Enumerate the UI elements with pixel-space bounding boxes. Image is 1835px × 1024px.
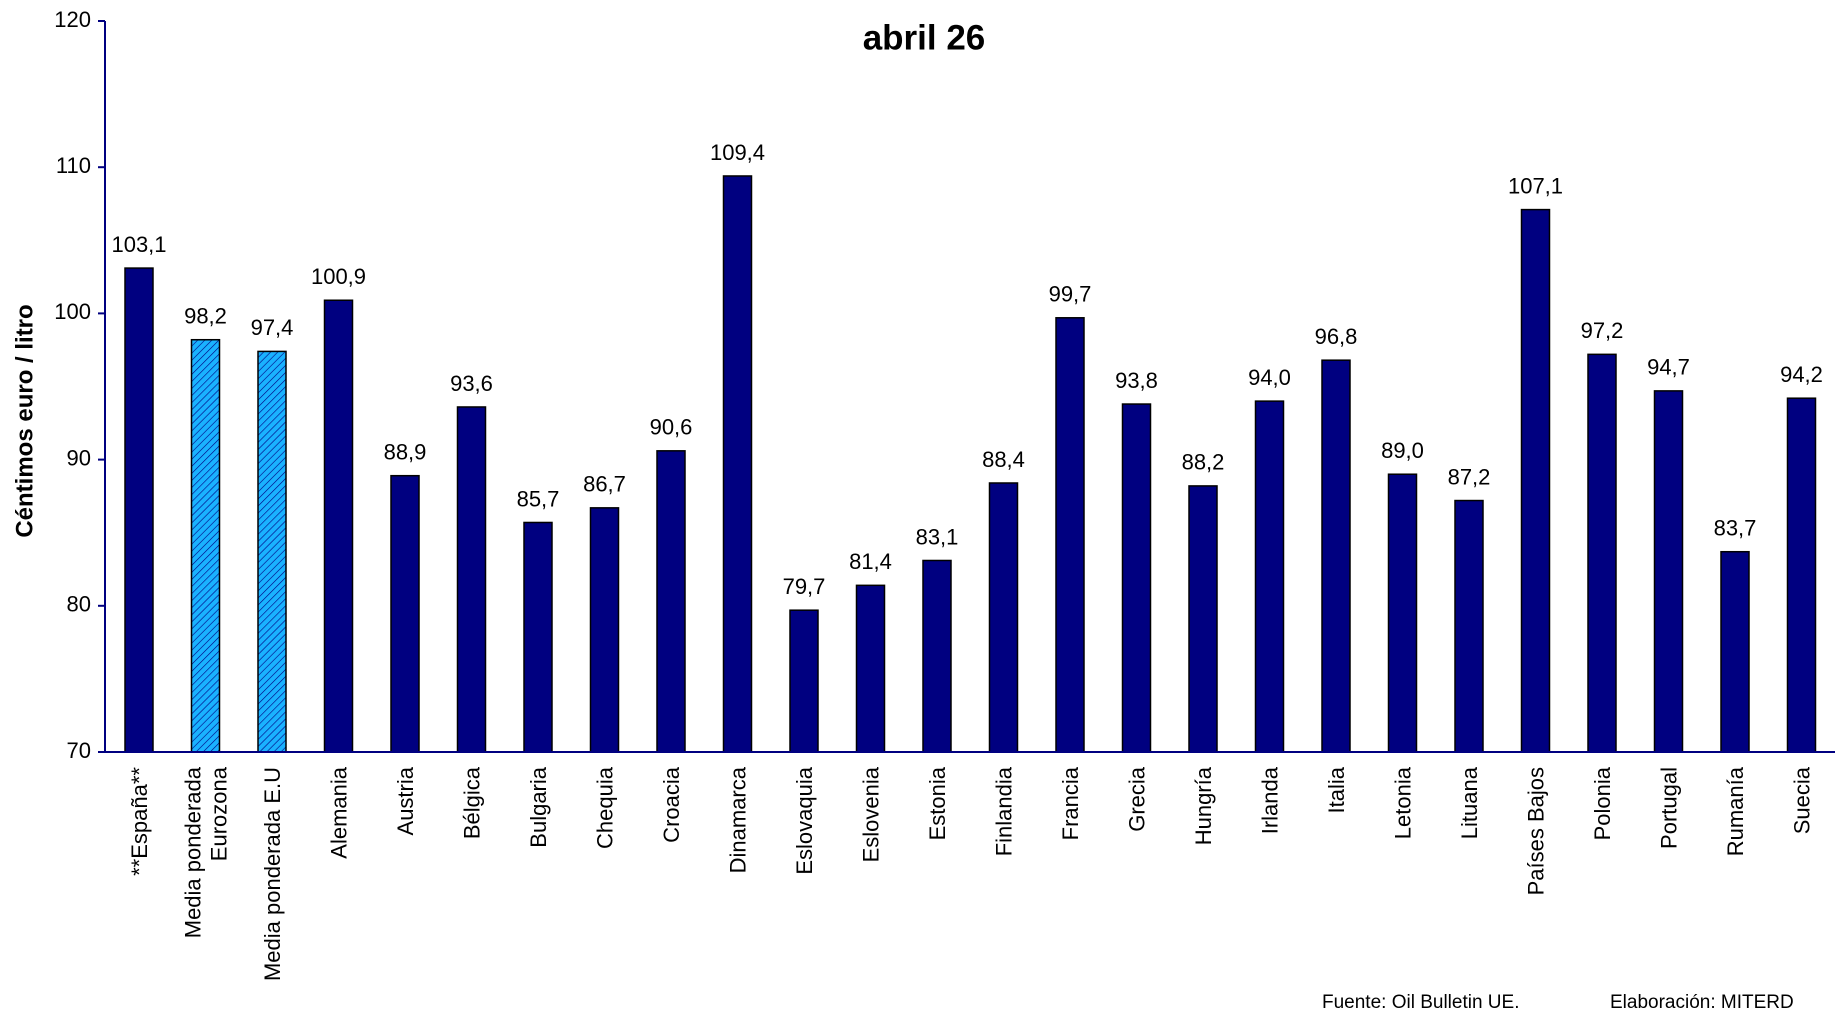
data-label: 93,6 xyxy=(450,371,493,396)
bar xyxy=(190,338,221,753)
data-label: 86,7 xyxy=(583,472,626,497)
x-tick-label: Francia xyxy=(1058,766,1083,840)
data-label: 93,8 xyxy=(1115,368,1158,393)
y-tick-label: 80 xyxy=(67,592,91,617)
x-tick-label: Austria xyxy=(393,766,418,835)
bar xyxy=(789,609,819,753)
x-tick-label: Eslovenia xyxy=(859,766,884,862)
x-tick-label: Hungría xyxy=(1191,766,1216,845)
data-label: 94,0 xyxy=(1248,365,1291,390)
x-tick-label: Finlandia xyxy=(992,766,1017,856)
bar xyxy=(1587,353,1617,753)
x-tick-label: Eslovaquia xyxy=(792,766,817,874)
data-label: 97,4 xyxy=(251,315,294,340)
source: Fuente: Oil Bulletin UE. xyxy=(1322,992,1519,1013)
y-tick-label: 90 xyxy=(67,445,91,470)
x-tick-label: Alemania xyxy=(327,766,352,858)
bar xyxy=(656,450,686,753)
bar xyxy=(1387,473,1418,753)
x-tick-label: Países Bajos xyxy=(1524,767,1549,895)
x-tick-label: Media ponderadaEurozona xyxy=(181,766,232,938)
data-label: 88,2 xyxy=(1182,450,1225,475)
bar xyxy=(323,299,354,753)
data-label: 96,8 xyxy=(1315,324,1358,349)
x-tick-label: Letonia xyxy=(1391,766,1416,839)
x-tick-label: Estonia xyxy=(925,766,950,840)
y-tick-label: 120 xyxy=(54,7,91,32)
bar xyxy=(1254,400,1285,753)
data-label: 87,2 xyxy=(1448,464,1491,489)
data-label: 107,1 xyxy=(1508,173,1563,198)
x-tick-label: Polonia xyxy=(1590,766,1615,840)
x-tick-label: Media ponderada E.U xyxy=(260,767,285,981)
bar xyxy=(1653,390,1684,753)
x-tick-label: **España** xyxy=(127,767,152,876)
x-tick-label: Italia xyxy=(1324,766,1349,813)
x-tick-label: Grecia xyxy=(1125,766,1150,832)
data-label: 85,7 xyxy=(517,486,560,511)
data-label: 100,9 xyxy=(311,264,366,289)
bar xyxy=(589,507,620,753)
x-tick-label: Bélgica xyxy=(460,766,485,839)
y-tick-label: 110 xyxy=(56,153,91,178)
data-label: 103,1 xyxy=(111,232,166,257)
data-label: 98,2 xyxy=(184,304,227,329)
x-tick-label: Bulgaria xyxy=(526,766,551,847)
x-tick-label: Rumanía xyxy=(1723,766,1748,856)
data-label: 88,9 xyxy=(384,439,427,464)
bar xyxy=(1720,550,1750,753)
bar xyxy=(1454,499,1484,753)
bar xyxy=(1055,317,1085,753)
bar xyxy=(390,474,420,753)
x-tick-label: Dinamarca xyxy=(726,766,751,873)
bar xyxy=(1321,359,1351,753)
x-tick-label: Portugal xyxy=(1657,767,1682,849)
bar xyxy=(855,584,886,753)
data-label: 97,2 xyxy=(1581,318,1624,343)
chart-title: abril 26 xyxy=(863,18,986,57)
data-label: 81,4 xyxy=(849,549,892,574)
bar xyxy=(722,175,753,753)
bar xyxy=(922,559,952,753)
data-label: 94,7 xyxy=(1647,355,1690,380)
bar xyxy=(257,350,287,753)
data-label: 99,7 xyxy=(1049,282,1092,307)
data-label: 90,6 xyxy=(650,415,693,440)
data-label: 88,4 xyxy=(982,447,1025,472)
x-tick-label: Suecia xyxy=(1790,766,1815,834)
data-label: 89,0 xyxy=(1381,438,1424,463)
bar xyxy=(988,482,1019,753)
data-label: 83,7 xyxy=(1714,516,1757,541)
x-tick-label: Chequia xyxy=(593,766,618,849)
data-label: 83,1 xyxy=(916,524,959,549)
data-label: 79,7 xyxy=(783,574,826,599)
bar xyxy=(1121,403,1152,753)
x-tick-label: Irlanda xyxy=(1258,766,1283,834)
credit: Elaboración: MITERD xyxy=(1610,992,1794,1013)
data-label: 109,4 xyxy=(710,140,765,165)
x-tick-label: Lituana xyxy=(1457,766,1482,839)
x-tick-label: Croacia xyxy=(659,766,684,843)
bar xyxy=(1188,485,1218,753)
bar xyxy=(456,406,487,753)
bar xyxy=(124,267,154,753)
data-label: 94,2 xyxy=(1780,362,1823,387)
y-tick-label: 100 xyxy=(54,299,91,324)
y-tick-label: 70 xyxy=(67,738,91,763)
bar xyxy=(1520,208,1551,753)
bar xyxy=(523,521,553,753)
y-axis-label: Céntimos euro / litro xyxy=(11,304,38,537)
bar xyxy=(1786,397,1817,753)
